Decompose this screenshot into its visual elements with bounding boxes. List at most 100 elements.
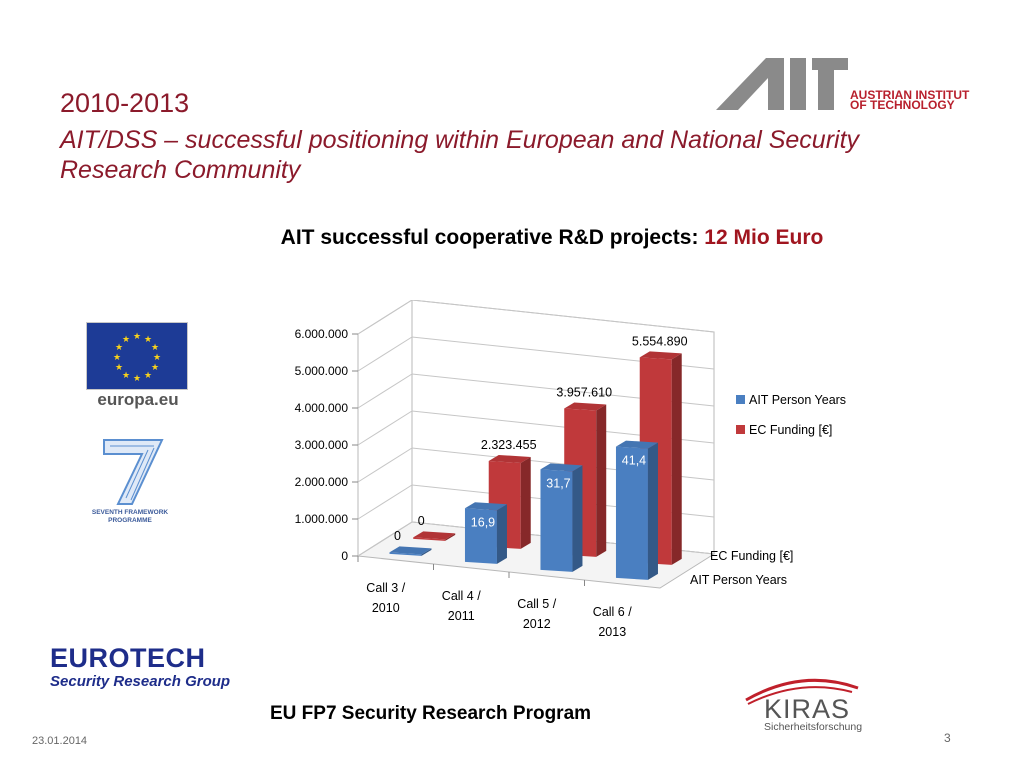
bar-side [496,504,507,564]
svg-text:★: ★ [133,373,141,383]
bar-side [671,353,682,565]
chart-heading: AIT successful cooperative R&D projects:… [0,226,1024,250]
fp7-line2: PROGRAMME [108,517,152,524]
x-tick-label-line: 2012 [523,617,551,631]
program-caption: EU FP7 Security Research Program [270,703,592,724]
ait-logo: AUSTRIAN INSTITUTE OF TECHNOLOGY [716,58,970,112]
kiras-subtitle: Sicherheitsforschung [764,721,862,733]
bar-top [615,440,658,449]
depth-axis-label: EC Funding [€] [710,549,793,563]
bar-top [464,502,507,511]
data-label: 2.323.455 [481,438,537,452]
bar-side [421,548,432,556]
x-tick-label-line: 2011 [448,609,475,623]
ait-mark-graphic [716,58,848,110]
chart-heading-highlight: 12 Mio Euro [704,226,824,249]
bar-top [413,531,456,540]
chart-heading-text: AIT successful cooperative R&D projects: [280,226,705,249]
depth-axis-label: AIT Person Years [690,573,787,587]
bar-top [488,454,531,463]
legend-swatch [736,395,745,404]
data-label: 16,9 [471,515,495,529]
data-label: 0 [418,514,425,528]
eurotech-logo-subtitle: Security Research Group [50,673,231,690]
bar-front [615,446,648,580]
slide-title-year: 2010-2013 [60,88,190,118]
chart-y-axis: 0 1.000.000 2.000.000 3.000.000 4.000.000 5.0… [295,327,358,563]
bar-side [445,533,456,541]
chart-data-labels: 0 2.323.455 3.957.610 5.554.890 0 16,9 31,7 41,… [394,334,688,542]
x-tick-label-line: Call 6 / [593,605,632,619]
fp7-seven-graphic [103,439,164,505]
slide-subtitle: AIT/DSS – successful positioning within … [60,126,860,184]
bar-side [572,465,583,572]
bar-person-years [540,463,583,572]
footer-date: 23.01.2014 [32,735,88,747]
data-label: 3.957.610 [556,385,612,399]
svg-text:★: ★ [122,370,130,380]
svg-text:★: ★ [151,342,159,352]
x-tick-label-line: Call 3 / [366,581,405,595]
bar-front [464,508,497,564]
gridline [357,410,715,446]
y-tick-label: 3.000.000 [295,438,349,452]
eu-flag-logo: ★ ★ ★ ★ ★ ★ ★ ★ ★ ★ ★ ★ [86,322,188,390]
x-tick-label-line: Call 4 / [442,589,481,603]
fp7-logo: SEVENTH FRAMEWORK PROGRAMME [92,439,169,524]
europa-text: europa.eu [97,390,179,409]
svg-text:★: ★ [115,362,123,372]
bar-side [596,404,607,557]
x-tick-label-line: Call 5 / [517,597,556,611]
chart-bars [389,351,682,580]
eu-stars-icon: ★ ★ ★ ★ ★ ★ ★ ★ ★ ★ ★ ★ [113,331,161,383]
bar-top [540,463,583,472]
x-tick-label-line: 2010 [372,601,400,615]
bar-top [639,351,682,360]
gridline [357,447,715,483]
bar-top [389,546,432,555]
x-tick-label-line: 2013 [598,625,626,639]
legend-label: EC Funding [€] [749,423,832,437]
bar-top [564,402,607,411]
bar-ec-funding [413,531,456,541]
eurotech-logo-name: EUROTECH [50,643,206,673]
data-label: 31,7 [546,476,570,490]
legend-swatch [736,425,745,434]
bar-front [413,537,446,541]
svg-text:★: ★ [133,331,141,341]
x-tick-label: Call 3 / 2010 [366,581,405,615]
gridline [357,521,715,557]
bar-person-years [464,502,507,564]
svg-text:★: ★ [144,334,152,344]
y-tick-label: 5.000.000 [295,364,349,378]
ait-name-line1: AUSTRIAN INSTITUTE [850,88,970,102]
data-label: 5.554.890 [632,334,688,348]
gridline [357,300,715,335]
page-number: 3 [944,731,951,745]
kiras-logo: KIRAS Sicherheitsforschung [745,678,862,733]
bar-front [540,469,573,572]
y-tick-label: 0 [341,549,348,563]
gridline [357,373,715,409]
chart-x-axis: Call 3 / 2010 Call 4 / 2011 Call 5 / 2012 Call… [357,556,632,639]
chart: 0 1.000.000 2.000.000 3.000.000 4.000.000 5.0… [295,300,846,639]
gridline [357,484,715,520]
bar-person-years [615,440,658,580]
bar-side [647,442,658,580]
y-tick-label: 4.000.000 [295,401,349,415]
data-label: 41,4 [622,454,646,468]
legend-label: AIT Person Years [749,393,846,407]
fp7-line1: SEVENTH FRAMEWORK [92,509,169,516]
svg-text:★: ★ [122,334,130,344]
y-tick-label: 6.000.000 [295,327,349,341]
gridline [357,336,715,372]
data-label: 0 [394,529,401,543]
kiras-name: KIRAS [764,694,850,724]
bar-front [389,552,422,556]
svg-text:★: ★ [113,352,121,362]
chart-depth-axis: EC Funding [€] AIT Person Years [690,549,793,587]
bar-side [520,456,531,549]
svg-text:★: ★ [151,362,159,372]
y-tick-label: 2.000.000 [295,475,349,489]
ait-name-line2: OF TECHNOLOGY [850,98,955,112]
